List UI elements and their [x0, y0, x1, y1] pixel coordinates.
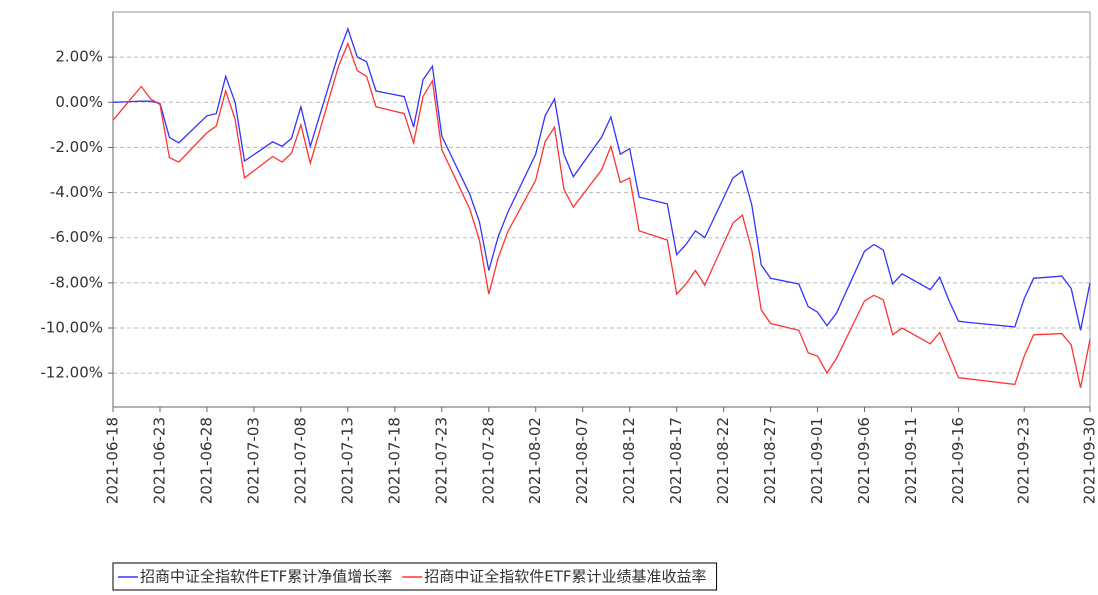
x-tick-label: 2021-06-18 [104, 417, 122, 504]
x-tick-label: 2021-08-12 [620, 417, 638, 504]
x-tick-label: 2021-09-30 [1081, 417, 1098, 504]
x-tick-label: 2021-08-02 [526, 417, 544, 504]
x-tick-label: 2021-09-23 [1015, 417, 1033, 504]
y-tick-label: -6.00% [50, 228, 103, 246]
y-tick-label: -2.00% [50, 138, 103, 156]
x-tick-label: 2021-07-08 [291, 417, 309, 504]
x-tick-label: 2021-08-07 [573, 417, 591, 504]
x-tick-label: 2021-07-13 [338, 417, 356, 504]
y-tick-label: 0.00% [55, 93, 103, 111]
x-tick-label: 2021-09-06 [855, 417, 873, 504]
x-tick-label: 2021-07-18 [385, 417, 403, 504]
x-tick-label: 2021-07-23 [432, 417, 450, 504]
legend-label: 招商中证全指软件ETF累计净值增长率 [140, 568, 392, 586]
x-tick-label: 2021-08-27 [761, 417, 779, 504]
y-tick-label: 2.00% [55, 48, 103, 66]
legend-label: 招商中证全指软件ETF累计业绩基准收益率 [424, 568, 706, 586]
x-tick-label: 2021-08-22 [714, 417, 732, 504]
x-tick-label: 2021-07-03 [244, 417, 262, 504]
x-tick-label: 2021-09-01 [808, 417, 826, 504]
x-tick-label: 2021-08-17 [667, 417, 685, 504]
x-tick-label: 2021-09-16 [949, 417, 967, 504]
x-tick-label: 2021-06-28 [197, 417, 215, 504]
x-tick-label: 2021-07-28 [479, 417, 497, 504]
y-tick-label: -12.00% [40, 364, 103, 382]
y-tick-label: -4.00% [50, 183, 103, 201]
plot-area [113, 12, 1090, 407]
y-tick-label: -10.00% [40, 319, 103, 337]
x-tick-label: 2021-06-23 [150, 417, 168, 504]
x-tick-label: 2021-09-11 [902, 417, 920, 504]
y-tick-label: -8.00% [50, 273, 103, 291]
legend: 招商中证全指软件ETF累计净值增长率 招商中证全指软件ETF累计业绩基准收益率 [113, 563, 717, 590]
